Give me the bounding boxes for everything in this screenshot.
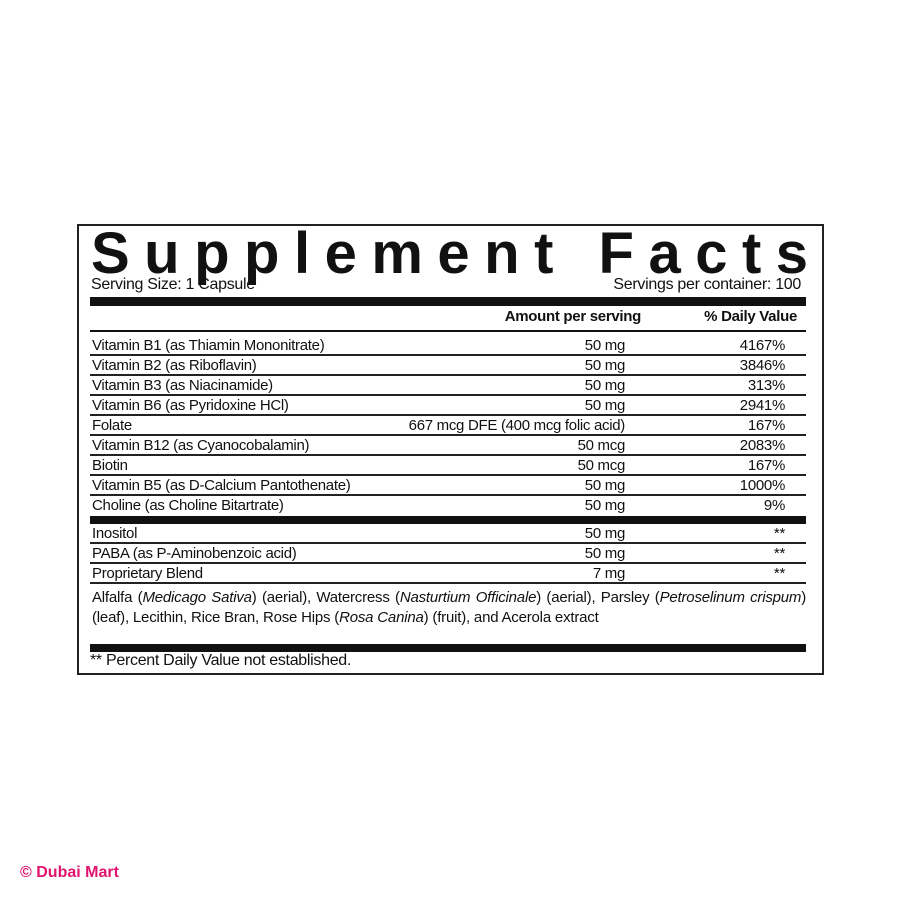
nutrient-name: Vitamin B2 (as Riboflavin) <box>92 357 257 374</box>
daily-value: 1000% <box>739 477 786 494</box>
botanical-name: Nasturtium Officinale <box>399 589 537 606</box>
amount: 50 mcg <box>577 457 626 474</box>
nutrient-name: Proprietary Blend <box>92 565 203 582</box>
supplement-facts-panel: Supplement Facts Serving Size: 1 Capsule… <box>77 224 824 675</box>
nutrient-name: Inositol <box>92 525 138 542</box>
amount: 50 mg <box>584 525 626 542</box>
amount: 7 mg <box>592 565 625 582</box>
nutrient-name: Biotin <box>92 457 128 474</box>
amount: 50 mg <box>584 377 626 394</box>
nutrient-rows: Vitamin B1 (as Thiamin Mononitrate) 50 mg… <box>90 336 806 514</box>
table-row: Vitamin B3 (as Niacinamide) 50 mg 313% <box>90 376 806 396</box>
daily-value: 313% <box>747 377 785 394</box>
botanical-name: Petroselinum crispum <box>659 589 802 606</box>
table-row: Vitamin B5 (as D-Calcium Pantothenate) 50… <box>90 476 806 496</box>
amount: 50 mg <box>584 477 626 494</box>
thin-divider <box>90 330 806 332</box>
panel-title: Supplement Facts <box>91 221 823 286</box>
botanical-name: Rosa Canina <box>339 609 424 626</box>
nutrient-name: Vitamin B5 (as D-Calcium Pantothenate) <box>92 477 351 494</box>
table-row: Vitamin B1 (as Thiamin Mononitrate) 50 mg… <box>90 336 806 356</box>
daily-value: ** <box>773 525 785 542</box>
amount-header: Amount per serving <box>504 308 642 325</box>
nutrient-name: Vitamin B6 (as Pyridoxine HCl) <box>92 397 289 414</box>
table-row: Vitamin B2 (as Riboflavin) 50 mg 3846% <box>90 356 806 376</box>
daily-value-header: % Daily Value <box>704 308 797 325</box>
table-row: Choline (as Choline Bitartrate) 50 mg 9% <box>90 496 806 514</box>
blend-text: ) (leaf), Lecithin, Rice Bran, Rose Hips… <box>92 589 807 626</box>
daily-value: 167% <box>747 457 785 474</box>
table-row: Vitamin B6 (as Pyridoxine HCl) 50 mg 2941% <box>90 396 806 416</box>
amount: 50 mcg <box>577 437 626 454</box>
serving-size: Serving Size: 1 Capsule <box>91 276 255 293</box>
botanical-name: Medicago Sativa <box>142 589 252 606</box>
daily-value: ** <box>773 545 785 562</box>
daily-value: 9% <box>763 497 785 514</box>
nutrient-name: Vitamin B3 (as Niacinamide) <box>92 377 273 394</box>
blend-text: ) (fruit), and Acerola extract <box>423 609 599 626</box>
amount: 667 mcg DFE (400 mcg folic acid) <box>408 417 626 434</box>
blend-text: Alfalfa ( <box>92 589 143 606</box>
proprietary-blend-ingredients: Alfalfa (Medicago Sativa) (aerial), Wate… <box>92 588 806 628</box>
nutrient-name: PABA (as P-Aminobenzoic acid) <box>92 545 297 562</box>
table-row: Biotin 50 mcg 167% <box>90 456 806 476</box>
table-row: PABA (as P-Aminobenzoic acid) 50 mg ** <box>90 544 806 564</box>
watermark: © Dubai Mart <box>20 864 119 881</box>
servings-per-container: Servings per container: 100 <box>613 276 801 293</box>
amount: 50 mg <box>584 337 626 354</box>
daily-value: 2941% <box>739 397 786 414</box>
nutrient-name: Choline (as Choline Bitartrate) <box>92 497 284 514</box>
thick-divider <box>90 297 806 306</box>
nutrient-name: Folate <box>92 417 132 434</box>
daily-value: 2083% <box>739 437 786 454</box>
amount: 50 mg <box>584 497 626 514</box>
table-row: Inositol 50 mg ** <box>90 524 806 544</box>
nutrient-name: Vitamin B12 (as Cyanocobalamin) <box>92 437 310 454</box>
table-row: Proprietary Blend 7 mg ** <box>90 564 806 584</box>
amount: 50 mg <box>584 545 626 562</box>
table-row: Folate 667 mcg DFE (400 mcg folic acid) 16… <box>90 416 806 436</box>
daily-value: 167% <box>747 417 785 434</box>
footnote: ** Percent Daily Value not established. <box>90 652 352 669</box>
daily-value: 3846% <box>739 357 786 374</box>
daily-value: 4167% <box>739 337 786 354</box>
thick-divider <box>90 516 806 524</box>
amount: 50 mg <box>584 397 626 414</box>
daily-value: ** <box>773 565 785 582</box>
other-ingredient-rows: Inositol 50 mg ** PABA (as P-Aminobenzoic a… <box>90 524 806 584</box>
blend-text: ) (aerial), Parsley ( <box>536 589 660 606</box>
nutrient-name: Vitamin B1 (as Thiamin Mononitrate) <box>92 337 325 354</box>
thick-divider <box>90 644 806 652</box>
amount: 50 mg <box>584 357 626 374</box>
table-row: Vitamin B12 (as Cyanocobalamin) 50 mcg 208… <box>90 436 806 456</box>
blend-text: ) (aerial), Watercress ( <box>251 589 400 606</box>
